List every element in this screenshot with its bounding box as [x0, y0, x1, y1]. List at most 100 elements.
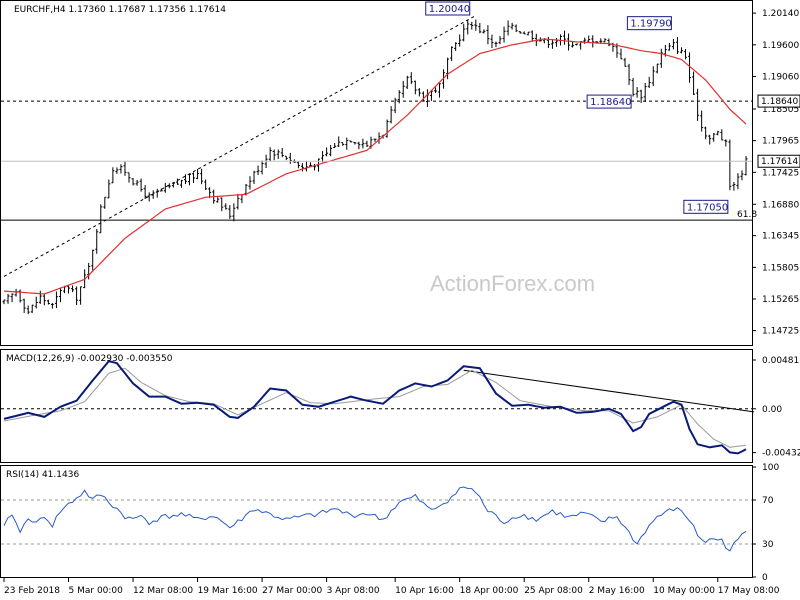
price-bar [248, 176, 252, 190]
price-bar [514, 24, 518, 32]
price-bar [107, 179, 111, 199]
price-bar [474, 19, 478, 31]
price-bar [353, 141, 357, 145]
price-bar [510, 22, 514, 30]
price-bar [232, 203, 236, 222]
price-bar [458, 34, 462, 47]
price-bar [651, 66, 655, 87]
price-bar [466, 20, 470, 35]
price-bar [58, 287, 62, 303]
price-bar [111, 167, 115, 184]
rsi-panel: RSI(14) 41.1436 100 70 30 0 [0, 463, 779, 583]
price-bar [409, 72, 413, 85]
price-bar [87, 262, 91, 280]
price-bar [228, 205, 232, 219]
price-axis-tick-label: 1.15805 [762, 263, 799, 273]
price-bar [192, 172, 196, 184]
price-bar [38, 290, 42, 304]
macd-trendline-segment [463, 369, 755, 413]
macd-y-axis: 0.004813 0.00 -0.004326 [752, 356, 800, 459]
price-bar [167, 183, 171, 189]
price-bar [143, 185, 147, 199]
price-bar [329, 145, 333, 157]
time-x-axis: 23 Feb 2018 5 Mar 00:00 12 Mar 08:00 19 Mar… [3, 578, 780, 596]
price-bar [740, 170, 744, 181]
price-bar [389, 106, 393, 124]
price-panel-frame [0, 0, 753, 346]
price-axis-tick-label: 1.19600 [762, 41, 799, 51]
price-bar [280, 148, 284, 158]
price-bar [34, 296, 38, 309]
price-callout-box [586, 94, 632, 109]
price-bar [345, 137, 349, 150]
price-bar [498, 35, 502, 45]
price-bar [671, 38, 675, 50]
price-bar [54, 291, 58, 309]
price-bar [425, 89, 429, 107]
time-tick-label: 10 Apr 16:00 [395, 586, 454, 596]
price-bar [700, 110, 704, 132]
price-bar [518, 31, 522, 34]
last-price-tag-label: 1.17614 [761, 157, 798, 167]
price-bar [732, 182, 736, 191]
resistance-level-tag [757, 94, 800, 108]
price-bar [486, 25, 490, 45]
price-bar [429, 90, 433, 101]
macd-panel: MACD(12,26,9) -0.002930 -0.003550 0.0048… [0, 349, 800, 463]
price-bar [377, 132, 381, 144]
price-bar [643, 83, 647, 102]
price-bar [79, 286, 83, 305]
macd-signal-line [3, 367, 747, 448]
rsi-axis-tick-label: 0 [762, 573, 768, 583]
price-bar [256, 165, 260, 176]
macd-axis-tick-label: -0.004326 [762, 449, 800, 459]
price-bar [373, 138, 377, 142]
price-callout-box [683, 199, 729, 214]
price-bar [708, 134, 712, 145]
price-bar [151, 190, 155, 199]
price-bars [2, 19, 748, 315]
price-bar [728, 139, 732, 191]
price-bar [482, 29, 486, 34]
price-bar [224, 203, 228, 210]
price-axis-tick-label: 1.14725 [762, 327, 799, 337]
price-bar [405, 75, 409, 90]
resistance-level-tag-label: 1.18640 [761, 97, 798, 107]
price-bar [619, 48, 623, 60]
price-bar [494, 41, 498, 48]
macd-axis-tick-label: 0.004813 [762, 356, 800, 366]
price-bar [14, 288, 18, 297]
price-bar [188, 173, 191, 186]
price-bar [357, 141, 361, 150]
price-bar [75, 286, 79, 305]
price-bar [123, 161, 127, 176]
macd-panel-title: MACD(12,26,9) -0.002930 -0.003550 [6, 354, 173, 364]
price-bar [163, 182, 167, 193]
price-bar [42, 293, 46, 306]
price-callouts: 1.20040 1.19790 1.18640 1.17050 [425, 1, 729, 214]
moving-average-line [3, 38, 747, 295]
price-bar [175, 178, 179, 185]
price-bar [341, 142, 345, 146]
price-bar [349, 140, 353, 143]
price-bar [10, 293, 14, 303]
price-bar [567, 33, 571, 51]
price-axis-tick-label: 1.16880 [762, 200, 799, 210]
time-tick-label: 25 Apr 08:00 [524, 586, 583, 596]
price-bar [67, 285, 71, 294]
price-y-axis: 1.20140 1.19600 1.19060 1.18505 1.17965 1.174… [1, 9, 800, 337]
price-bar [639, 89, 643, 103]
price-bar [216, 197, 220, 203]
price-bar [260, 160, 264, 175]
price-bar [288, 152, 292, 164]
price-bar [393, 97, 397, 114]
price-bar [490, 34, 494, 49]
price-bar [99, 204, 103, 234]
price-bar [252, 170, 256, 185]
price-bar [724, 139, 728, 147]
price-bar [296, 161, 300, 169]
price-panel-title: EURCHF,H4 1.17360 1.17687 1.17356 1.1761… [14, 5, 226, 15]
price-bar [337, 136, 341, 148]
price-bar [397, 90, 401, 104]
